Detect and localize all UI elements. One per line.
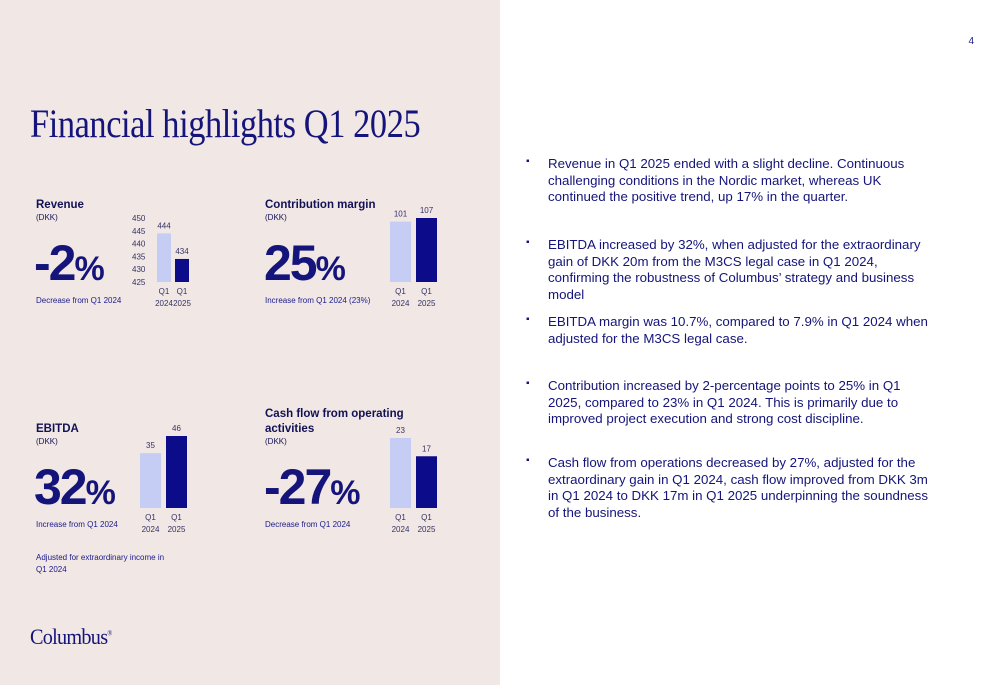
x-tick-label: 2024 — [392, 525, 410, 534]
x-tick-label: 2024 — [392, 299, 410, 308]
revenue-title: Revenue — [36, 199, 84, 211]
ebitda-title: EBITDA — [36, 423, 79, 435]
bullet-marker: ▪ — [526, 156, 530, 167]
bullet-text: EBITDA margin was 10.7%, compared to 7.9… — [548, 314, 928, 346]
x-tick-label: Q1 — [177, 287, 188, 296]
y-tick-label: 450 — [132, 214, 146, 223]
x-tick-label: Q1 — [421, 513, 432, 522]
data-label: 434 — [175, 247, 189, 256]
y-tick-label: 430 — [132, 265, 146, 274]
bullet-text: Contribution increased by 2-percentage p… — [548, 378, 901, 427]
cash-flow-caption: Decrease from Q1 2024 — [265, 520, 351, 529]
cash-flow-value: -27% — [264, 459, 361, 515]
bullet-text: EBITDA increased by 32%, when adjusted f… — [548, 237, 921, 302]
x-tick-label: 2024 — [142, 525, 160, 534]
columbus-logo: Columbus® — [30, 624, 113, 649]
bar — [390, 438, 411, 508]
cash-flow-chart: 23 Q1 2024 17 Q1 2025 — [390, 426, 437, 534]
ebitda-chart: 35 Q1 2024 46 Q1 2025 — [140, 424, 187, 534]
x-tick-label: Q1 — [395, 513, 406, 522]
ebitda-caption: Increase from Q1 2024 — [36, 520, 118, 529]
bullet-marker: ▪ — [526, 455, 530, 466]
bar — [390, 221, 411, 282]
x-tick-label: 2025 — [418, 525, 436, 534]
x-tick-label: 2024 — [155, 299, 173, 308]
ebitda-value: 32% — [34, 459, 116, 515]
x-tick-label: Q1 — [171, 513, 182, 522]
revenue-caption: Decrease from Q1 2024 — [36, 296, 122, 305]
revenue-value: -2% — [34, 235, 105, 291]
data-label: 46 — [172, 424, 181, 433]
x-tick-label: 2025 — [173, 299, 191, 308]
bar — [157, 233, 171, 282]
y-tick-label: 440 — [132, 240, 146, 249]
bar — [175, 258, 189, 282]
bar — [416, 218, 437, 282]
data-label: 23 — [396, 426, 405, 435]
contribution-margin-caption: Increase from Q1 2024 (23%) — [265, 296, 371, 305]
x-tick-label: Q1 — [421, 287, 432, 296]
x-tick-label: 2025 — [418, 299, 436, 308]
data-label: 101 — [394, 210, 408, 219]
contribution-margin-unit: (DKK) — [265, 213, 287, 222]
bar — [416, 456, 437, 508]
page-title: Financial highlights Q1 2025 — [30, 101, 421, 146]
contribution-margin-chart: 101 Q1 2024 107 Q1 2025 — [390, 206, 437, 308]
ebitda-unit: (DKK) — [36, 437, 58, 446]
contribution-margin-value: 25% — [264, 235, 346, 291]
bullet-text: Revenue in Q1 2025 ended with a slight d… — [548, 156, 905, 205]
cash-flow-unit: (DKK) — [265, 437, 287, 446]
page-number: 4 — [968, 36, 974, 47]
left-panel — [0, 0, 500, 685]
ebitda-note: Adjusted for extraordinary income in Q1 … — [36, 553, 165, 574]
data-label: 444 — [157, 221, 171, 230]
y-tick-label: 435 — [132, 252, 146, 261]
right-panel — [500, 0, 1000, 685]
bar — [140, 453, 161, 508]
data-label: 35 — [146, 441, 155, 450]
x-tick-label: 2025 — [168, 525, 186, 534]
data-label: 107 — [420, 206, 434, 215]
x-tick-label: Q1 — [145, 513, 156, 522]
bullet-marker: ▪ — [526, 237, 530, 248]
x-tick-label: Q1 — [159, 287, 170, 296]
y-tick-label: 425 — [132, 278, 146, 287]
x-tick-label: Q1 — [395, 287, 406, 296]
bullet-marker: ▪ — [526, 378, 530, 389]
bullet-marker: ▪ — [526, 314, 530, 325]
cash-flow-title: Cash flow from operating activities — [265, 408, 404, 435]
contribution-margin-title: Contribution margin — [265, 199, 376, 211]
y-tick-label: 445 — [132, 227, 146, 236]
data-label: 17 — [422, 444, 431, 453]
bullet-text: Cash flow from operations decreased by 2… — [548, 455, 928, 520]
bar — [166, 436, 187, 508]
revenue-unit: (DKK) — [36, 213, 58, 222]
